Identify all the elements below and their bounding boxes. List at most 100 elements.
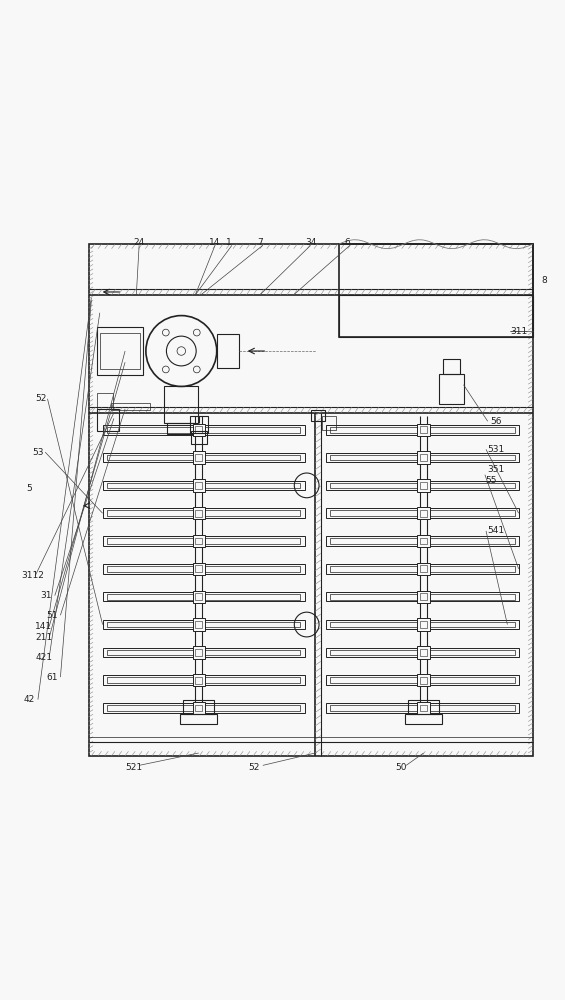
- Bar: [103, 620, 305, 629]
- Bar: [420, 621, 427, 628]
- Bar: [107, 538, 301, 544]
- Bar: [330, 427, 515, 433]
- Bar: [418, 424, 430, 436]
- Bar: [418, 674, 430, 686]
- Bar: [439, 373, 463, 404]
- Bar: [193, 563, 205, 575]
- Bar: [327, 453, 519, 462]
- Bar: [97, 327, 143, 375]
- Bar: [330, 650, 515, 655]
- Bar: [107, 677, 301, 683]
- Bar: [107, 650, 301, 655]
- Bar: [418, 563, 430, 575]
- Bar: [420, 593, 427, 600]
- Bar: [327, 592, 519, 601]
- Text: 541: 541: [488, 526, 505, 535]
- Bar: [195, 565, 202, 572]
- Bar: [327, 564, 519, 574]
- Bar: [107, 622, 301, 627]
- Text: 531: 531: [488, 445, 505, 454]
- Bar: [418, 702, 430, 714]
- Bar: [195, 677, 202, 684]
- Bar: [327, 703, 519, 713]
- Bar: [193, 702, 205, 714]
- Bar: [107, 594, 301, 600]
- Bar: [111, 403, 150, 410]
- Text: 55: 55: [485, 476, 497, 485]
- Bar: [322, 416, 336, 430]
- Text: 5: 5: [27, 484, 32, 493]
- Text: 42: 42: [24, 695, 35, 704]
- Bar: [327, 425, 519, 435]
- Bar: [193, 618, 205, 631]
- Bar: [330, 594, 515, 600]
- Text: 421: 421: [35, 653, 52, 662]
- Bar: [418, 507, 430, 519]
- Bar: [89, 244, 533, 756]
- Bar: [405, 714, 442, 724]
- Bar: [195, 538, 202, 544]
- Bar: [418, 646, 430, 659]
- Text: 521: 521: [125, 763, 142, 772]
- Bar: [190, 416, 208, 433]
- Bar: [443, 359, 459, 373]
- Text: 56: 56: [490, 417, 502, 426]
- Bar: [103, 536, 305, 546]
- Bar: [195, 426, 202, 433]
- Bar: [330, 705, 515, 711]
- Bar: [195, 454, 202, 461]
- Bar: [191, 431, 207, 444]
- Bar: [339, 295, 533, 337]
- Text: 50: 50: [395, 763, 406, 772]
- Bar: [107, 455, 301, 460]
- Text: 311: 311: [510, 327, 528, 336]
- Bar: [327, 508, 519, 518]
- Bar: [103, 703, 305, 713]
- Bar: [418, 618, 430, 631]
- Text: 3112: 3112: [21, 571, 44, 580]
- Text: 51: 51: [46, 611, 58, 620]
- Text: 52: 52: [35, 394, 46, 403]
- Bar: [97, 393, 112, 409]
- Bar: [420, 454, 427, 461]
- Bar: [330, 622, 515, 627]
- Bar: [107, 566, 301, 572]
- Bar: [420, 510, 427, 517]
- Bar: [327, 675, 519, 685]
- Bar: [311, 410, 325, 421]
- Text: 31: 31: [41, 591, 52, 600]
- Bar: [420, 649, 427, 656]
- Bar: [103, 481, 305, 490]
- Bar: [193, 424, 205, 436]
- Bar: [418, 591, 430, 603]
- Bar: [330, 455, 515, 460]
- Bar: [100, 333, 140, 369]
- Text: 53: 53: [32, 448, 44, 457]
- Bar: [193, 646, 205, 659]
- Bar: [339, 244, 533, 337]
- Bar: [195, 482, 202, 489]
- Bar: [164, 386, 198, 423]
- Text: 61: 61: [46, 673, 58, 682]
- Bar: [103, 592, 305, 601]
- Text: 141: 141: [35, 622, 52, 631]
- Bar: [107, 705, 301, 711]
- Bar: [420, 677, 427, 684]
- Bar: [330, 510, 515, 516]
- Bar: [193, 535, 205, 547]
- Bar: [195, 510, 202, 517]
- Bar: [418, 535, 430, 547]
- Bar: [330, 566, 515, 572]
- Bar: [193, 451, 205, 464]
- Bar: [167, 423, 195, 434]
- Bar: [103, 675, 305, 685]
- Text: 1: 1: [226, 238, 232, 247]
- Bar: [180, 714, 217, 724]
- Bar: [103, 453, 305, 462]
- Text: 52: 52: [249, 763, 260, 772]
- Bar: [330, 483, 515, 488]
- Bar: [330, 677, 515, 683]
- Bar: [103, 425, 305, 435]
- Bar: [193, 674, 205, 686]
- Text: 24: 24: [133, 238, 145, 247]
